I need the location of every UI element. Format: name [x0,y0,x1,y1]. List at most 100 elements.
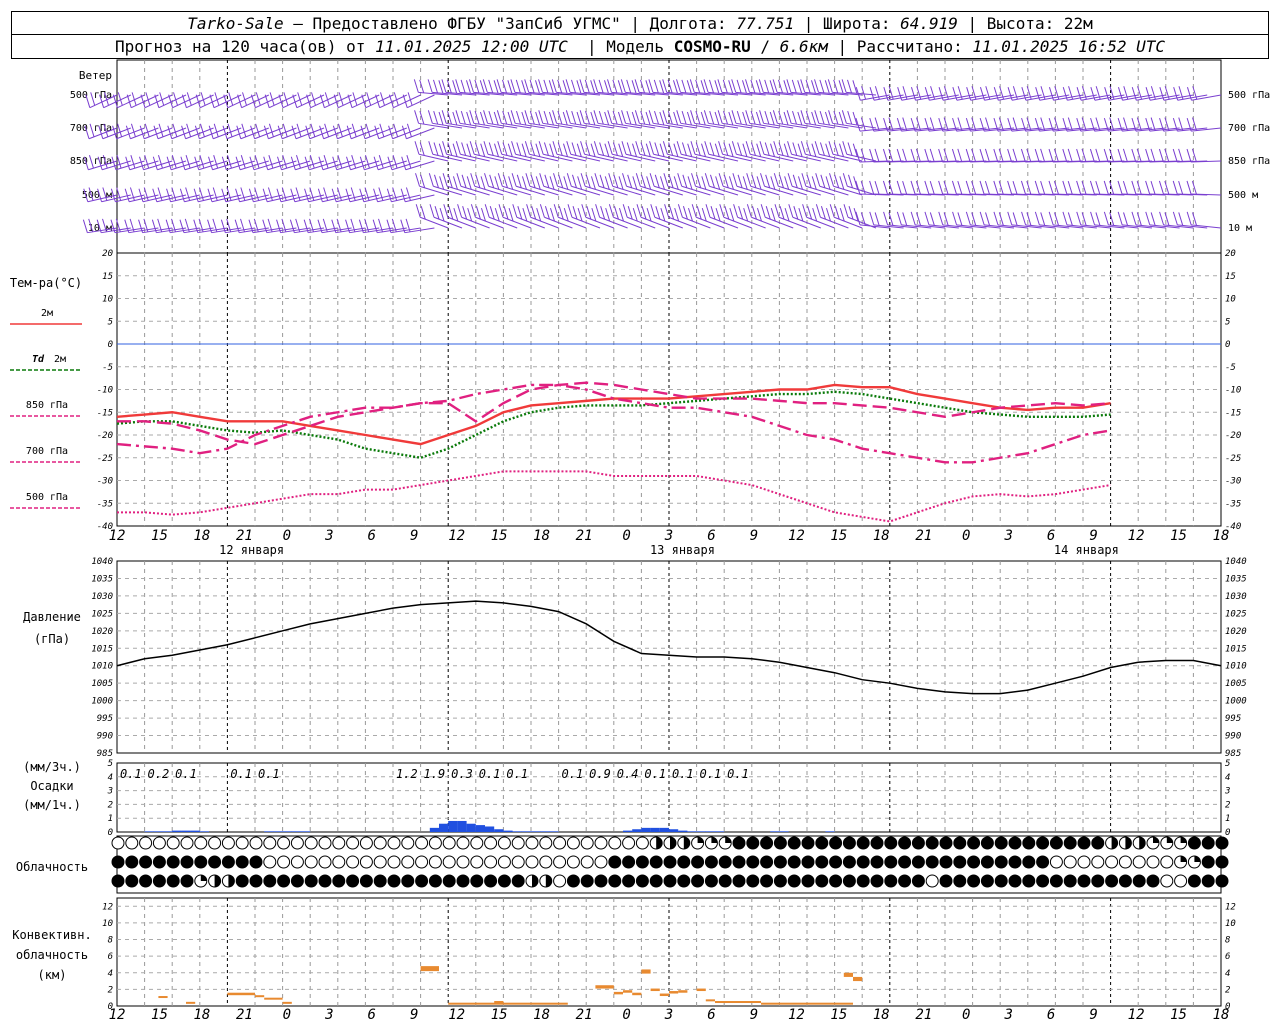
cloud-half [1125,837,1132,849]
cloud-circle [1063,836,1077,850]
cloud-circle [980,836,994,850]
wind-barb-icon [1186,86,1222,101]
wind-barb-flag [1048,148,1054,163]
wind-barb-flag [401,125,407,139]
wind-barb-flag [700,111,706,126]
wind-barb-flag [488,79,494,94]
hour-tick-label-bottom: 21 [236,1007,253,1023]
wind-barb-icon [746,173,780,196]
wind-barb-flag [470,173,476,187]
wind-barb-icon [760,204,794,229]
cloud-circle [497,874,511,888]
wind-barb-flag [181,125,187,139]
cloud-half [1139,837,1146,849]
wind-barb-shaft [640,216,670,229]
wind-barb-shaft [570,153,601,162]
wind-barb-flag [199,155,205,169]
y-tick-right: 1015 [1225,644,1247,654]
hour-tick-label: 12 [109,528,126,544]
wind-barb-flag [502,142,508,156]
hour-tick-label: 15 [151,528,168,544]
wind-barb-flag [443,204,449,218]
cloud-circle [221,855,235,869]
wind-barb-icon [83,155,118,171]
cloud-cover-icon [111,855,125,869]
hour-tick-label: 6 [707,528,715,544]
cloud-circle [125,874,139,888]
wind-barb-flag [1040,180,1046,195]
wind-barb-icon [248,187,283,203]
wind-barb-flag [1026,212,1032,226]
wind-barb-flag [180,156,186,170]
wind-barb-flag [1158,180,1164,195]
wind-level-label-right: 10 м [1228,223,1252,234]
wind-barb-flag [860,180,866,195]
wind-barb-flag [1034,180,1040,195]
cloud-cover-icon [884,836,898,850]
wind-barb-flag [626,142,632,156]
cloud-circle [497,855,511,869]
wind-barb-icon [484,173,518,196]
cloud-circle [1091,836,1105,850]
wind-barb-flag [586,206,592,220]
wind-barb-flag [332,156,338,170]
hour-tick-label: 21 [576,528,593,544]
wind-barb-flag [345,188,351,202]
wind-barb-flag [1062,180,1068,195]
wind-barb-flag [267,187,273,201]
wind-barb-flag [248,188,254,202]
cloud-cover-icon [1201,855,1215,869]
cloud-cover-icon [152,855,166,869]
y-tick-right: 995 [1225,714,1241,724]
wind-barb-flag [667,111,673,125]
wind-barb-flag [814,79,819,93]
cloud-circle [1077,874,1091,888]
wind-barb-flag [461,142,467,156]
wind-barb-flag [718,173,724,187]
wind-barb-flag [1178,212,1184,226]
cloud-cover-icon [994,855,1008,869]
y-tick-right: 985 [1225,749,1241,759]
wind-barb-icon [538,141,573,162]
wind-barb-flag [511,141,517,155]
wind-level-label-left: 500 м [82,190,112,201]
wind-barb-icon [83,187,118,203]
wind-barb-shaft [268,94,297,109]
wind-barb-flag [902,86,908,100]
cloud-cover-icon [566,874,580,888]
y-tick-left: -40 [97,522,113,532]
wind-barb-icon [691,204,725,229]
temp-legend-label: 2м [54,354,66,365]
hour-tick-label: 18 [193,528,210,544]
y-tick-left: 12 [102,902,113,912]
cloud-cover-icon [953,855,967,869]
temp-series-line [116,383,1111,446]
cloud-cover-icon [511,836,525,850]
cloud-cover-icon [953,836,967,850]
wind-barb-flag [717,110,723,124]
wind-barb-flag [429,204,435,218]
wind-barb-flag [993,180,999,195]
y-tick-right: 1 [1225,814,1230,824]
wind-barb-flag [590,143,596,157]
wind-barb-icon [166,187,200,203]
wind-barb-icon [622,173,656,196]
wind-barb-icon [292,92,325,109]
wind-barb-flag [534,80,540,94]
cloud-cover-icon [911,874,925,888]
wind-barb-icon [524,141,559,162]
provider-text: – Предоставлено ФГБУ "ЗапСиб УГМС" | Дол… [283,13,737,33]
precip-bar [264,831,274,832]
wind-barb-flag [158,123,164,137]
cloud-cover-icon [304,874,318,888]
wind-barb-flag [998,117,1004,131]
wind-barb-flag [1012,117,1018,131]
cloud-cover-icon [332,874,346,888]
wind-barb-flag [365,123,371,137]
wind-barb-icon [552,141,587,162]
conv-cloud-bar [669,991,679,994]
cloud-cover-icon [787,836,801,850]
wind-barb-icon [745,110,780,129]
wind-barb-flag [842,173,848,187]
wind-barb-flag [732,173,738,187]
